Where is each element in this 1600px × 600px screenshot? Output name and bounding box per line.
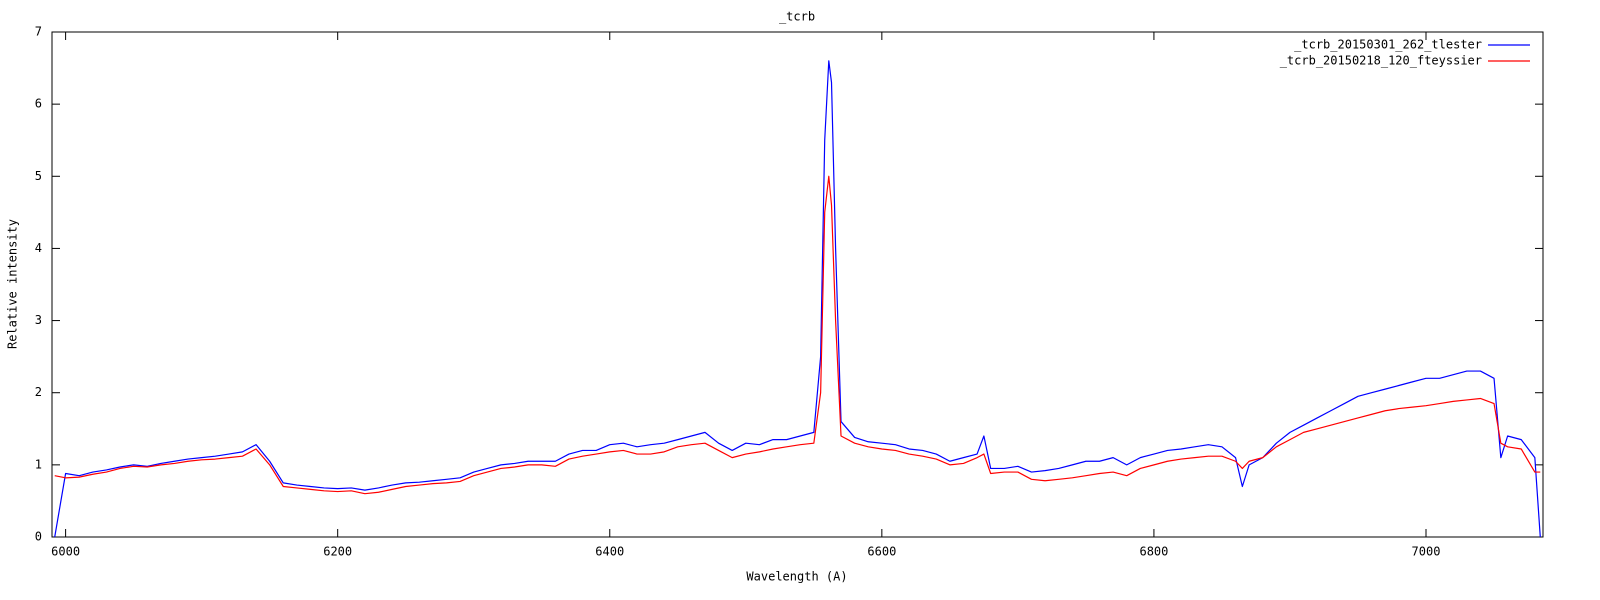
x-tick-label: 6400 bbox=[595, 545, 624, 559]
y-tick-label: 3 bbox=[35, 313, 42, 327]
legend-label: _tcrb_20150301_262_tlester bbox=[1294, 38, 1482, 52]
y-tick-label: 6 bbox=[35, 97, 42, 111]
series-line bbox=[54, 175, 1541, 495]
x-tick-label: 6000 bbox=[51, 545, 80, 559]
y-tick-label: 5 bbox=[35, 169, 42, 183]
y-tick-label: 2 bbox=[35, 385, 42, 399]
y-tick-label: 7 bbox=[35, 25, 42, 39]
x-tick-label: 6600 bbox=[867, 545, 896, 559]
x-tick-label: 7000 bbox=[1412, 545, 1441, 559]
y-tick-label: 4 bbox=[35, 241, 42, 255]
x-axis-label: Wavelength (A) bbox=[746, 570, 847, 584]
x-tick-label: 6800 bbox=[1139, 545, 1168, 559]
series-line bbox=[54, 60, 1541, 538]
y-tick-label: 0 bbox=[35, 530, 42, 544]
plot-frame bbox=[51, 31, 1544, 538]
chart-title: _tcrb bbox=[779, 10, 815, 24]
y-tick-label: 1 bbox=[35, 457, 42, 471]
x-tick-label: 6200 bbox=[323, 545, 352, 559]
legend-label: _tcrb_20150218_120_fteyssier bbox=[1280, 54, 1482, 68]
y-axis-label: Relative intensity bbox=[6, 219, 20, 349]
